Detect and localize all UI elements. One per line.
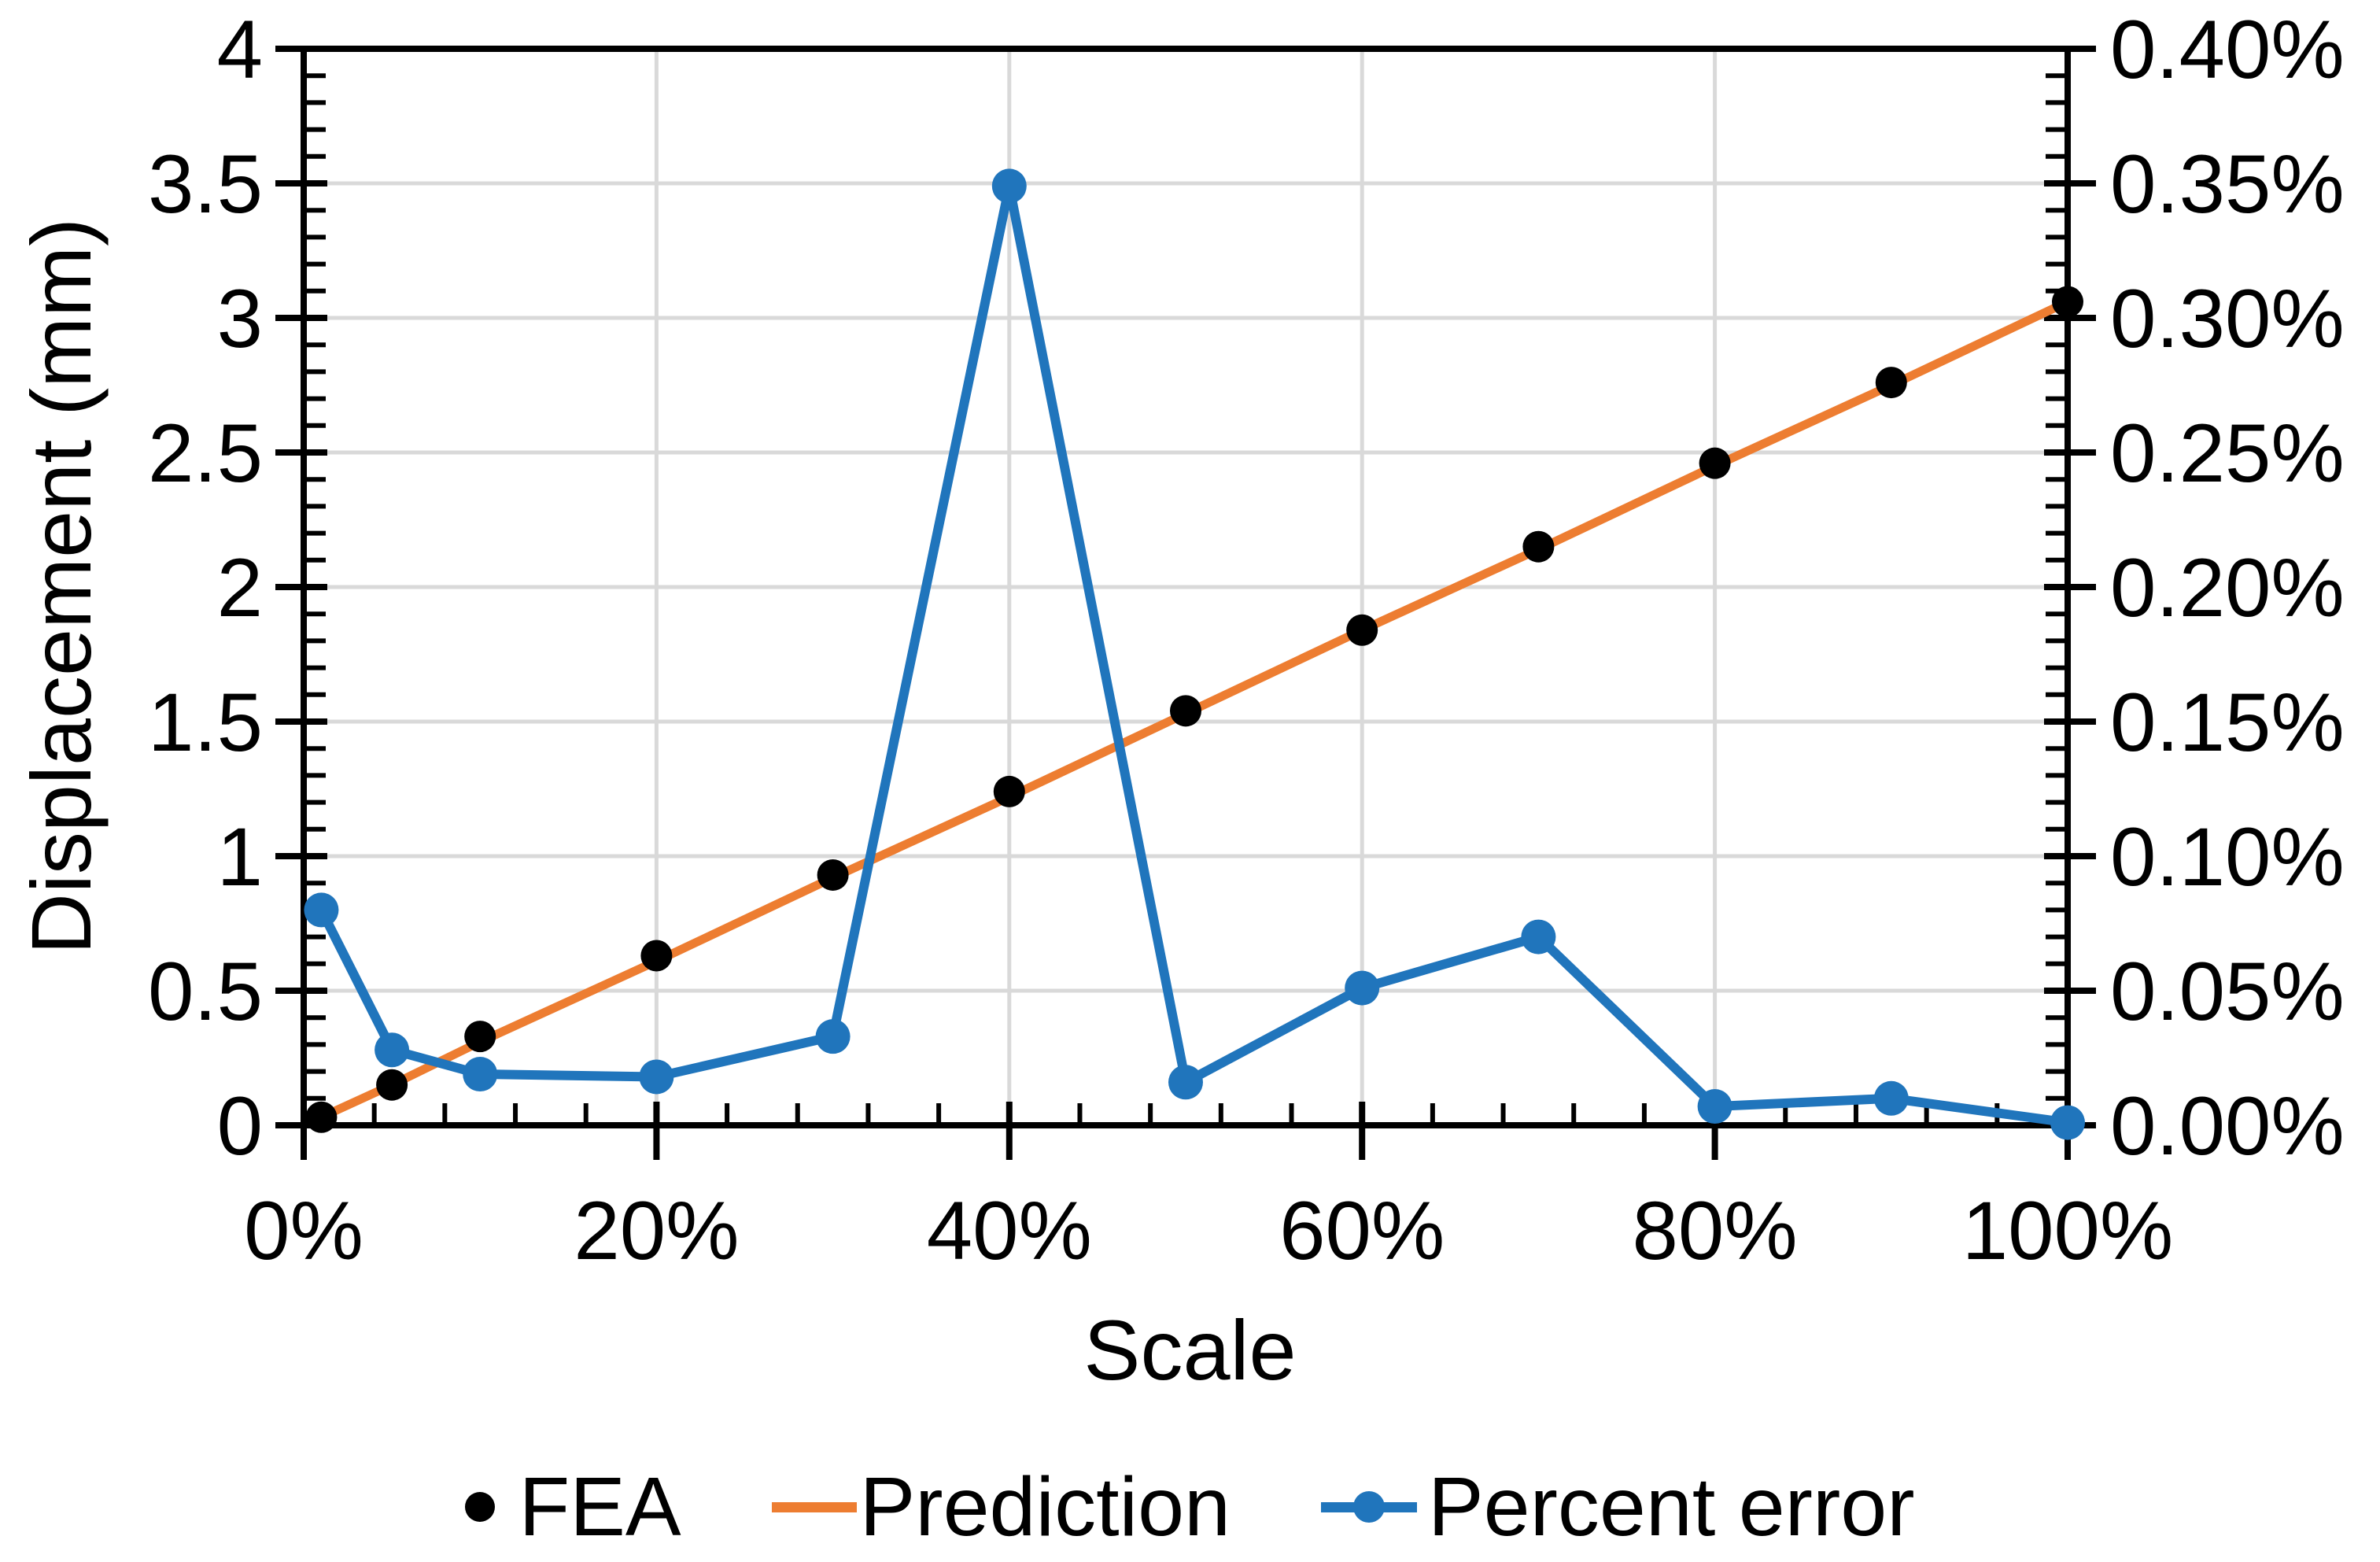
legend-item-fea: FEA bbox=[465, 1465, 681, 1549]
gridlines bbox=[304, 49, 2068, 1125]
percent-error-point bbox=[991, 168, 1027, 204]
fea-point bbox=[464, 1021, 496, 1053]
percent-error-point bbox=[639, 1059, 674, 1095]
fea-point bbox=[640, 940, 673, 972]
right-tick-label: 0.30% bbox=[2110, 273, 2345, 365]
percent-error-point bbox=[1873, 1080, 1909, 1116]
right-tick-label: 0.10% bbox=[2110, 811, 2345, 903]
legend-item-percent-error: Percent error bbox=[1320, 1460, 1915, 1553]
x-tick-label: 60% bbox=[1279, 1185, 1445, 1277]
prediction-line-icon bbox=[771, 1501, 857, 1512]
legend-item-prediction: Prediction bbox=[771, 1460, 1231, 1553]
right-tick-label: 0.40% bbox=[2110, 4, 2345, 96]
percent-error-point bbox=[2050, 1105, 2085, 1140]
axis-ticks bbox=[275, 46, 2096, 1160]
left-tick-label: 2 bbox=[217, 542, 263, 634]
left-tick-label: 2.5 bbox=[148, 408, 263, 500]
legend: FEA Prediction Percent error bbox=[0, 1452, 2380, 1562]
fea-point bbox=[305, 1101, 338, 1133]
percent-error-line-icon bbox=[1320, 1491, 1417, 1523]
fea-point bbox=[376, 1069, 408, 1101]
percent-error-point bbox=[375, 1032, 410, 1068]
percent-error-point bbox=[463, 1057, 498, 1092]
prediction-line bbox=[319, 297, 2070, 1121]
fea-points bbox=[305, 286, 2083, 1133]
left-tick-label: 1 bbox=[217, 811, 263, 903]
percent-error-point bbox=[1521, 919, 1556, 955]
left-tick-label: 0 bbox=[217, 1080, 263, 1172]
right-tick-label: 0.05% bbox=[2110, 946, 2345, 1038]
x-tick-label: 100% bbox=[1962, 1185, 2174, 1277]
fea-point bbox=[1699, 447, 1731, 479]
fea-point bbox=[2052, 286, 2083, 318]
percent-error-point bbox=[1168, 1065, 1203, 1100]
legend-label-fea: FEA bbox=[518, 1460, 681, 1553]
x-tick-labels: 0% 20% 40% 60% 80% 100% bbox=[244, 1185, 2173, 1277]
percent-error-marker-icon bbox=[1352, 1491, 1385, 1523]
left-axis-title: Displacement (mm) bbox=[13, 217, 109, 955]
fea-point bbox=[993, 775, 1025, 807]
percent-error-line bbox=[304, 168, 2085, 1140]
x-axis-title: Scale bbox=[1083, 1302, 1297, 1398]
left-tick-label: 1.5 bbox=[148, 677, 263, 769]
left-tick-labels: 4 3.5 3 2.5 2 1.5 1 0.5 0 bbox=[148, 4, 263, 1172]
percent-error-point bbox=[815, 1019, 851, 1054]
right-tick-label: 0.15% bbox=[2110, 677, 2345, 769]
right-tick-label: 0.25% bbox=[2110, 408, 2345, 500]
fea-point bbox=[817, 859, 849, 891]
percent-error-point bbox=[1697, 1089, 1732, 1124]
fea-point bbox=[1875, 367, 1907, 399]
left-tick-label: 4 bbox=[217, 4, 263, 96]
percent-error-point bbox=[1345, 970, 1380, 1006]
x-tick-label: 80% bbox=[1633, 1185, 1798, 1277]
x-tick-label: 20% bbox=[574, 1185, 739, 1277]
left-tick-label: 3 bbox=[217, 273, 263, 365]
fea-marker-icon bbox=[465, 1492, 496, 1522]
percent-error-point bbox=[304, 892, 339, 928]
left-tick-label: 0.5 bbox=[148, 946, 263, 1038]
legend-label-prediction: Prediction bbox=[859, 1460, 1231, 1553]
right-tick-labels: 0.40% 0.35% 0.30% 0.25% 0.20% 0.15% 0.10% 0.05%… bbox=[2110, 4, 2345, 1172]
left-tick-label: 3.5 bbox=[148, 138, 263, 231]
fea-point bbox=[1170, 695, 1201, 727]
x-tick-label: 40% bbox=[927, 1185, 1092, 1277]
right-tick-label: 0.00% bbox=[2110, 1080, 2345, 1172]
right-tick-label: 0.35% bbox=[2110, 138, 2345, 231]
fea-point bbox=[1346, 614, 1378, 646]
right-tick-label: 0.20% bbox=[2110, 542, 2345, 634]
legend-label-percent-error: Percent error bbox=[1427, 1460, 1915, 1553]
fea-point bbox=[1522, 530, 1555, 563]
x-tick-label: 0% bbox=[244, 1185, 363, 1277]
